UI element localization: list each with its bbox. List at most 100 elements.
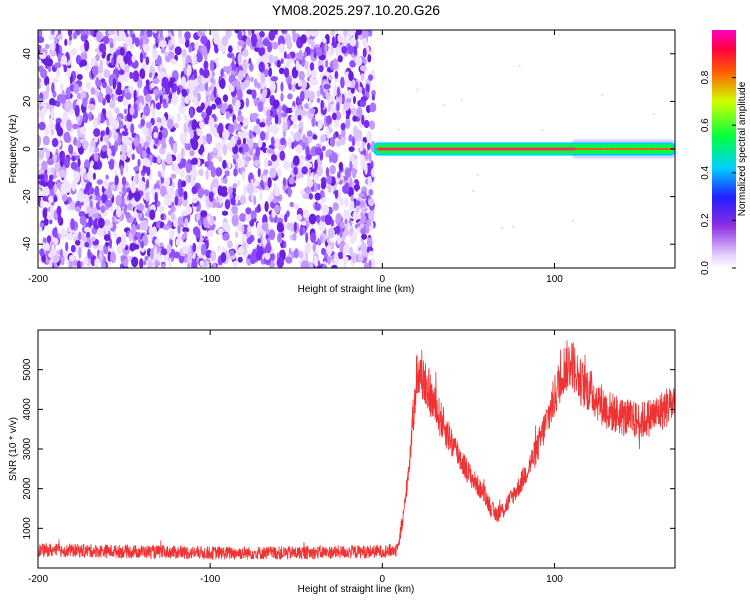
spectrogram-noise-blob — [118, 69, 125, 75]
spectrogram-noise-blob — [231, 80, 239, 87]
spectrogram-noise-blob — [80, 43, 85, 54]
spectrogram-noise-blob — [63, 64, 68, 73]
spectrogram-noise-blob — [103, 234, 111, 242]
snr-y-tick-label: 4000 — [22, 398, 33, 421]
spectrogram-noise-blob — [224, 199, 231, 210]
spectrogram-noise-blob — [253, 98, 257, 105]
spectrogram-noise-blob — [117, 134, 122, 147]
spectrogram-noise-blob — [300, 34, 307, 44]
spectrogram-noise-blob — [67, 60, 71, 66]
spectrogram-noise-blob — [212, 177, 219, 189]
spectrogram-noise-blob — [303, 51, 307, 58]
spectrogram-noise-blob — [332, 112, 337, 121]
spectrogram-noise-blob — [70, 48, 78, 56]
spectrogram-noise-blob — [220, 106, 227, 115]
spectrogram-noise-blob — [197, 75, 202, 83]
spectrogram-noise-blob — [100, 205, 106, 213]
spectrogram-noise-blob — [275, 137, 280, 143]
spectrogram-noise-blob — [136, 232, 142, 238]
spectrogram-noise-blob — [130, 123, 135, 134]
spectrogram-noise-blob — [166, 243, 172, 254]
spectrogram-noise-blob — [72, 32, 78, 40]
spectrogram-noise-blob — [171, 93, 179, 105]
spectrogram-noise-blob — [206, 230, 214, 238]
spectrogram-noise-blob — [49, 98, 56, 107]
spectrogram-noise-blob — [240, 128, 248, 140]
spectrogram-noise-blob — [42, 135, 50, 146]
spectrogram-noise-blob — [208, 191, 214, 203]
spectrogram-noise-blob — [160, 213, 164, 220]
spectrogram-noise-blob — [197, 92, 201, 102]
spectrogram-noise-blob — [103, 69, 111, 78]
spectrogram-noise-blob — [197, 187, 204, 199]
spectrogram-noise-blob — [371, 94, 375, 101]
spectrogram-noise-blob — [232, 183, 237, 189]
colorbar-tick-label: 0.0 — [700, 261, 711, 275]
spectrogram-noise-blob — [196, 128, 204, 137]
spectrogram-noise-blob — [79, 61, 83, 67]
spectrogram-noise-blob — [361, 233, 368, 240]
spectrogram-noise-blob — [152, 156, 158, 164]
spectrogram-noise-blob — [145, 202, 149, 209]
spectrogram-noise-blob — [117, 95, 124, 103]
spectrogram-noise-blob — [350, 153, 355, 163]
spectrogram-noise-blob — [316, 97, 321, 103]
spectrogram-noise-blob — [223, 177, 228, 185]
spectrogram-noise-blob — [327, 102, 332, 113]
spectrogram-noise-blob — [112, 94, 118, 102]
spectrogram-noise-blob — [85, 81, 91, 90]
spectrogram-noise-blob — [144, 255, 149, 261]
spectrogram-noise-blob — [42, 208, 48, 219]
spectrogram-noise-blob — [43, 218, 49, 226]
spectrogram-noise-blob — [48, 195, 54, 203]
spectrogram-noise-blob — [263, 157, 269, 168]
colorbar-label: Normalized spectral amplitude — [737, 81, 748, 216]
spectrogram-noise-blob — [108, 238, 113, 249]
snr-x-ticks: -200 -100 0 100 — [28, 330, 563, 585]
spectrogram-noise-blob — [48, 34, 56, 41]
spectrogram-noise-blob — [230, 136, 236, 148]
spectrogram-noise-blob — [94, 90, 100, 98]
spectrogram-noise-blob — [332, 202, 339, 211]
spectrogram-noise-blob — [192, 53, 197, 66]
spectrogram-noise-blob — [153, 131, 159, 139]
spectrogram-noise-blob — [290, 114, 298, 122]
spectrogram-noise-blob — [259, 131, 266, 141]
spectrogram-noise-blob — [305, 162, 313, 168]
spectrogram-noise-blob — [224, 170, 230, 177]
spectrogram-noise-blob — [56, 69, 61, 79]
spectrogram-noise-blob — [53, 237, 59, 246]
spectrogram-noise-blob — [60, 55, 68, 65]
spectrogram-noise-blob — [246, 36, 251, 46]
spectrogram-noise-blob — [166, 118, 174, 130]
spectrogram-noise-blob — [66, 232, 74, 241]
spectrogram-noise-blob — [254, 179, 260, 187]
spectrogram-noise-blob — [170, 212, 176, 221]
spectrogram-noise-blob — [343, 30, 348, 38]
colorbar-tick-label: 0.2 — [700, 213, 711, 227]
spectrogram-noise-blob — [193, 68, 197, 81]
spectrogram-noise-blob — [81, 167, 86, 175]
spectrogram-noise-blob — [81, 231, 85, 242]
spectrogram-noise-blob — [194, 41, 199, 51]
spectrogram-noise-blob — [242, 170, 245, 182]
spectrogram-noise-blob — [116, 54, 124, 64]
spectrogram-noise-blob — [172, 142, 178, 154]
spectrogram-noise-blob — [260, 72, 266, 84]
spectrogram-noise-blob — [291, 105, 295, 113]
spectrogram-noise-blob — [302, 134, 307, 143]
spectrogram-noise-blob — [148, 72, 153, 79]
spectrogram-noise-blob — [154, 238, 160, 245]
spectrogram-noise-blob — [64, 38, 68, 47]
spectrogram-noise-blob — [65, 241, 69, 252]
spectrogram-noise-blob — [176, 112, 182, 123]
spectrogram-noise-blob — [314, 159, 318, 171]
spectrogram-noise-blob — [310, 232, 317, 244]
spectrogram-noise-blob — [84, 173, 88, 181]
spectrogram-noise-blob — [352, 167, 357, 179]
spectrogram-noise-blob — [346, 209, 351, 221]
spectrogram-noise-blob — [232, 153, 240, 160]
spectrogram-noise-blob — [215, 56, 219, 66]
spectrogram-noise-blob — [334, 225, 341, 235]
spectrogram-noise-blob — [189, 130, 194, 139]
